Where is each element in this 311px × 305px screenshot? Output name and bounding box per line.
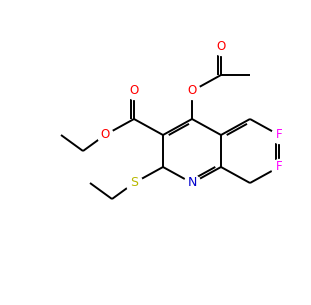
- Text: S: S: [130, 177, 138, 189]
- Text: O: O: [187, 84, 197, 98]
- Text: N: N: [187, 177, 197, 189]
- Text: O: O: [216, 41, 225, 53]
- Text: O: O: [129, 84, 139, 98]
- Text: O: O: [100, 128, 109, 142]
- Text: F: F: [276, 128, 282, 142]
- Text: F: F: [276, 160, 282, 174]
